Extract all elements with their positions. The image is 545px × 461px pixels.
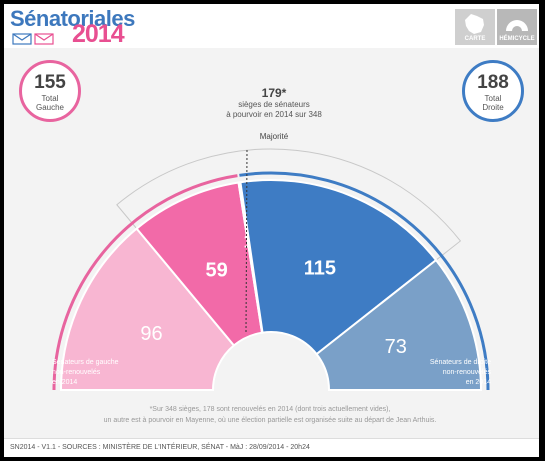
envelope-icon	[12, 33, 54, 45]
total-gauche-badge: 155 Total Gauche	[19, 60, 81, 122]
seats-to-fill: 179* sièges de sénateurs à pourvoir en 2…	[194, 86, 354, 120]
france-map-icon	[465, 14, 484, 34]
majority-label: Majorité	[259, 132, 289, 141]
annotation-gauche-0: Sénateurs de gauche	[52, 359, 119, 366]
tab-hemicycle-label: HÉMICYCLE	[499, 36, 535, 42]
total-droite-line2: Droite	[482, 103, 504, 112]
footnote-line2: un autre est à pourvoir en Mayenne, où u…	[103, 417, 437, 424]
droite-rim-arc	[239, 171, 490, 391]
total-droite-badge: 188 Total Droite	[462, 60, 524, 122]
seats-line1: sièges de sénateurs	[238, 100, 310, 109]
hemicycle-segment-0	[59, 227, 236, 391]
hemicycle-stage: 9659111573Sénateurs de gauchenon-renouve…	[4, 48, 539, 438]
tab-carte[interactable]: CARTE	[455, 9, 495, 45]
hemicycle-segment-1	[135, 181, 264, 347]
segment-label-0: 96	[140, 323, 162, 345]
gauche-rim-arc	[52, 174, 238, 391]
total-droite-line1: Total	[484, 94, 502, 103]
annotation-droite-2: en 2014	[466, 379, 491, 386]
segment-label-1: 59	[205, 260, 227, 282]
footer: SN2014 - V1.1 - SOURCES : MINISTÈRE DE L…	[4, 438, 539, 457]
footer-credits: SN2014 - V1.1 - SOURCES : MINISTÈRE DE L…	[10, 444, 310, 451]
annotation-gauche-2: en 2014	[52, 379, 77, 386]
annotation-droite-1: non-renouvelés	[443, 369, 492, 376]
tab-carte-label: CARTE	[464, 36, 486, 42]
hemicycle-segment-4	[315, 258, 483, 391]
footnote-line1: *Sur 348 sièges, 178 sont renouvelés en …	[149, 406, 391, 413]
seats-line2: à pourvoir en 2014 sur 348	[226, 110, 322, 119]
majority-line	[245, 148, 248, 333]
annotation-droite-0: Sénateurs de droite	[430, 359, 491, 366]
hemicycle-icon	[506, 20, 528, 31]
annotation-gauche-1: non-renouvelés	[52, 369, 101, 376]
segment-label-3: 115	[304, 257, 336, 279]
segment-label-4: 73	[385, 336, 407, 358]
seats-number: 179*	[261, 86, 287, 100]
brand-title: Sénatoriales	[10, 6, 135, 31]
footnote: *Sur 348 sièges, 178 sont renouvelés en …	[40, 404, 500, 426]
total-gauche-number: 155	[34, 72, 66, 93]
hemicycle-segment-3	[239, 179, 438, 356]
brand-year: 2014	[72, 20, 125, 48]
renewed-seats-outline	[116, 148, 462, 264]
total-droite-number: 188	[477, 72, 509, 93]
tab-hemicycle[interactable]: HÉMICYCLE	[497, 9, 537, 45]
hemicycle-chart: 9659111573Sénateurs de gauchenon-renouve…	[52, 148, 492, 391]
total-gauche-line1: Total	[41, 94, 59, 103]
total-gauche-line2: Gauche	[35, 103, 65, 112]
header: Sénatoriales 2014 CARTE HÉMICYCLE	[4, 4, 539, 48]
